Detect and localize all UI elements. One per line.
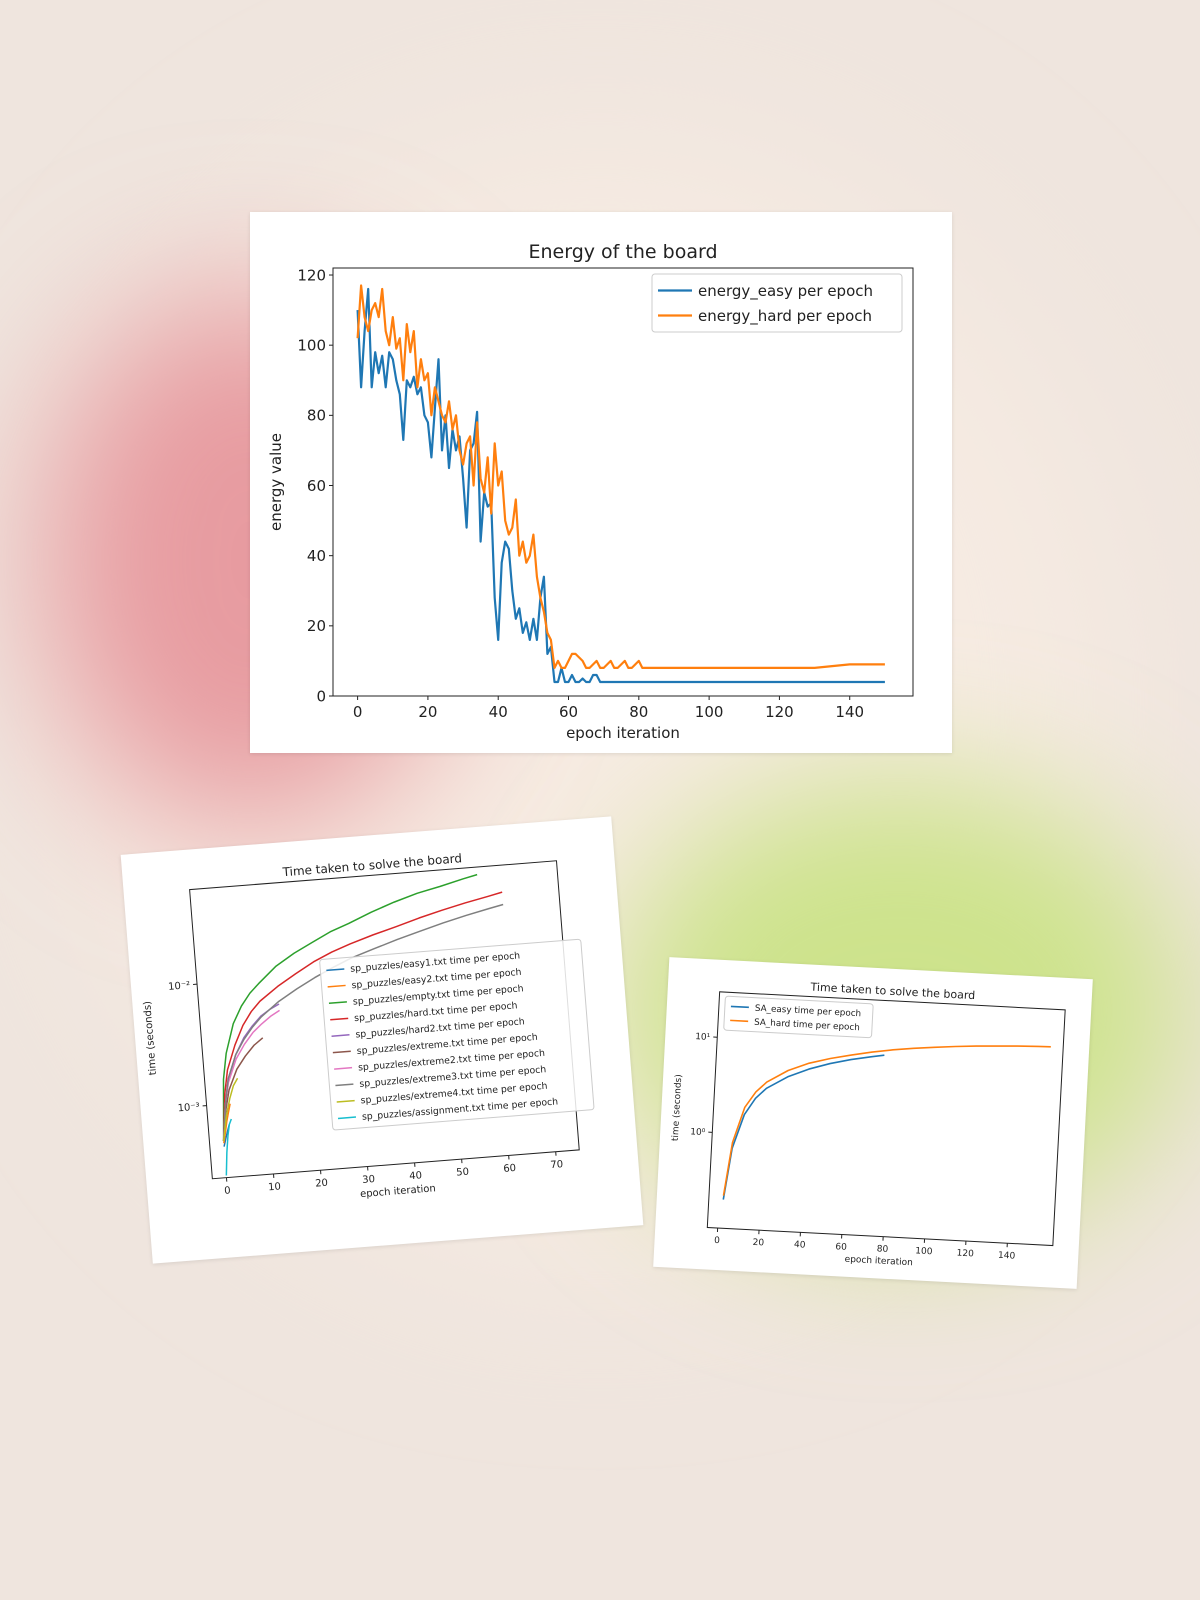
- x-tick-label: 20: [315, 1178, 329, 1190]
- legend: energy_easy per epoch energy_hard per epo…: [651, 273, 903, 333]
- x-tick-label: 0: [224, 1185, 231, 1196]
- energy-chart: Energy of the board 0 20 40 60 80 100 120 140 0 20…: [267, 241, 914, 742]
- y-tick-label: 0: [316, 687, 326, 705]
- x-tick-label: 120: [956, 1249, 974, 1260]
- x-tick-label: 80: [877, 1244, 889, 1255]
- legend-swatch: [337, 1116, 357, 1120]
- y-tick-label: 40: [307, 547, 326, 565]
- x-tick-label: 140: [998, 1251, 1016, 1262]
- legend-swatch: [327, 984, 346, 988]
- plot-frame: [706, 991, 1066, 1247]
- legend-label: energy_hard per epoch: [698, 307, 872, 326]
- chart-title: Time taken to solve the board: [809, 981, 975, 1003]
- x-tick-label: 20: [418, 703, 437, 721]
- series-line-1: [722, 1045, 1051, 1196]
- series-line-7: [222, 903, 504, 1142]
- x-tick-label: 140: [835, 703, 864, 721]
- x-tick-label: 60: [835, 1242, 847, 1253]
- x-tick-label: 40: [489, 703, 508, 721]
- x-tick-label: 20: [752, 1238, 764, 1249]
- y-axis-label: energy value: [267, 433, 285, 531]
- series-line-2: [222, 873, 478, 1142]
- legend-box: [651, 273, 903, 333]
- series-line-1: [356, 284, 885, 669]
- plot-area: [222, 873, 504, 1176]
- x-axis-label: epoch iteration: [566, 724, 680, 742]
- x-tick-label: 40: [794, 1240, 806, 1251]
- y-axis-label: time (seconds): [142, 1001, 159, 1076]
- legend-swatch: [326, 968, 345, 972]
- x-tick-label: 60: [559, 703, 578, 721]
- legend-swatch: [336, 1099, 355, 1103]
- legend-box: [723, 995, 874, 1039]
- x-tick-label: 0: [353, 703, 363, 721]
- y-tick-label: 80: [307, 407, 326, 425]
- x-tick-label: 70: [550, 1159, 564, 1171]
- x-tick-label: 30: [362, 1174, 376, 1186]
- x-tick-label: 10: [268, 1181, 282, 1193]
- series-line-0: [356, 287, 885, 684]
- legend-swatch: [335, 1083, 354, 1087]
- series-line-8: [222, 1077, 239, 1142]
- legend-swatch: [330, 1017, 349, 1021]
- legend-swatch: [730, 1019, 749, 1023]
- y-tick-label: 10¹: [695, 1032, 711, 1043]
- legend-swatch: [332, 1050, 351, 1054]
- x-tick-label: 0: [714, 1236, 721, 1246]
- series-line-0: [722, 1054, 885, 1200]
- time-sa-chart: Time taken to solve the board 0 20 40 60 80 10…: [671, 981, 1066, 1269]
- y-tick-label: 100: [297, 336, 326, 354]
- x-axis-label: epoch iteration: [360, 1183, 437, 1200]
- x-tick-label: 100: [915, 1246, 933, 1257]
- y-axis-label: time (seconds): [671, 1074, 684, 1141]
- legend: sp_puzzles/easy1.txt time per epochsp_pu…: [319, 938, 595, 1131]
- plot-frame: [332, 267, 914, 697]
- energy-chart-card: Energy of the board 0 20 40 60 80 100 120 140 0 20…: [250, 212, 952, 753]
- series-line-3: [222, 891, 503, 1142]
- x-tick-label: 120: [765, 703, 794, 721]
- legend-swatch: [730, 1005, 749, 1009]
- legend-label: energy_easy per epoch: [698, 282, 873, 301]
- x-tick-label: 40: [409, 1170, 423, 1182]
- y-tick-label: 20: [307, 617, 326, 635]
- x-tick-label: 60: [503, 1163, 517, 1175]
- legend-swatch: [334, 1066, 353, 1070]
- x-tick-label: 50: [456, 1167, 470, 1179]
- time-sa-chart-card: Time taken to solve the board 0 20 40 60 80 10…: [653, 957, 1093, 1289]
- x-tick-label: 80: [629, 703, 648, 721]
- y-tick-label: 10⁰: [690, 1127, 706, 1138]
- y-tick-label: 10⁻²: [168, 980, 191, 993]
- time-puzzles-chart-card: Time taken to solve the board 0 10 20 30 40 50…: [120, 816, 644, 1264]
- chart-title: Energy of the board: [529, 241, 718, 263]
- y-tick-label: 120: [297, 266, 326, 284]
- series-line-9: [225, 1118, 233, 1176]
- y-tick-label: 10⁻³: [177, 1102, 200, 1115]
- x-axis-label: epoch iteration: [844, 1255, 913, 1269]
- legend-box: [319, 938, 595, 1131]
- plot-area: [722, 1045, 1051, 1200]
- y-tick-label: 60: [307, 477, 326, 495]
- plot-area: [356, 284, 885, 684]
- legend-swatch: [328, 1001, 347, 1005]
- legend-swatch: [331, 1034, 350, 1037]
- x-tick-label: 100: [695, 703, 724, 721]
